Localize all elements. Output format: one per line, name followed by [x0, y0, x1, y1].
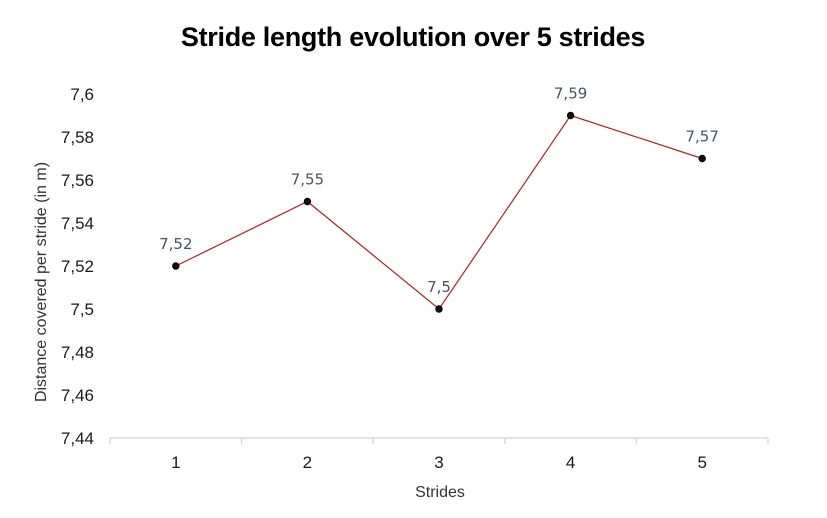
data-label: 7,52	[159, 235, 192, 253]
x-tick-label: 3	[434, 453, 443, 472]
x-tick-label: 1	[171, 453, 180, 472]
y-tick-label: 7,54	[61, 214, 94, 233]
data-label: 7,57	[685, 128, 718, 146]
data-point	[566, 111, 575, 120]
y-tick-label: 7,5	[70, 300, 94, 319]
data-label: 7,55	[291, 171, 324, 189]
data-point	[172, 262, 180, 270]
y-tick-label: 7,58	[61, 128, 94, 147]
data-point	[435, 305, 443, 313]
chart-title: Stride length evolution over 5 strides	[181, 22, 645, 52]
y-tick-label: 7,52	[61, 257, 94, 276]
x-axis-label: Strides	[415, 484, 465, 501]
x-tick-label: 5	[697, 453, 706, 472]
plot-area: 7,44 7,46 7,48 7,5 7,52 7,54 7,56 7,58 7,6 1 2 3 4 5 7…	[61, 85, 769, 472]
x-tick-label: 4	[566, 453, 575, 472]
data-label: 7,59	[554, 85, 587, 103]
y-tick-label: 7,46	[61, 386, 94, 405]
y-tick-label: 7,6	[70, 85, 94, 104]
x-tick-label: 2	[303, 453, 312, 472]
y-tick-label: 7,48	[61, 343, 94, 362]
data-label: 7,5	[427, 278, 451, 296]
data-point	[698, 154, 706, 163]
y-axis-label: Distance covered per stride (in m)	[33, 162, 50, 402]
y-tick-label: 7,44	[61, 429, 94, 448]
y-tick-label: 7,56	[61, 171, 94, 190]
data-point	[303, 197, 312, 206]
